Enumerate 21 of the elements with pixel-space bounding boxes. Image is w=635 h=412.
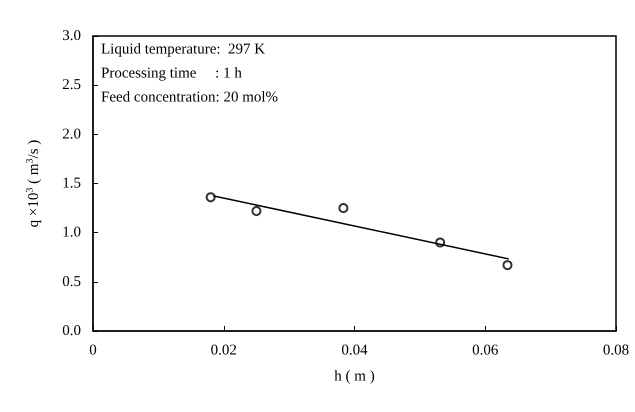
y-tick-label: 0.5 bbox=[62, 274, 81, 290]
y-tick-label: 3.0 bbox=[62, 28, 81, 44]
y-tick-label: 1.5 bbox=[62, 176, 81, 192]
y-tick-label: 2.5 bbox=[62, 77, 81, 94]
x-tick-label: 0 bbox=[89, 342, 97, 358]
y-tick-label: 2.0 bbox=[62, 126, 81, 142]
x-tick-label: 0.08 bbox=[602, 342, 630, 358]
x-axis-title: h ( m ) bbox=[334, 368, 375, 384]
annotation: Liquid temperature: 297 K bbox=[101, 42, 266, 58]
x-tick-label: 0.04 bbox=[341, 342, 368, 358]
y-tick-label: 0.0 bbox=[62, 323, 81, 339]
y-tick-label: 1.0 bbox=[62, 224, 81, 241]
annotation: Feed concentration: 20 mol% bbox=[101, 90, 278, 106]
annotation: Processing time : 1 h bbox=[101, 66, 242, 82]
point bbox=[206, 192, 216, 202]
point bbox=[338, 203, 348, 214]
point bbox=[502, 260, 512, 270]
x-tick-label: 0.02 bbox=[210, 342, 237, 358]
x-tick-label: 0.06 bbox=[472, 342, 499, 358]
point bbox=[251, 206, 262, 216]
y-axis-title: q ×103 ( m3/s ) bbox=[24, 140, 42, 228]
